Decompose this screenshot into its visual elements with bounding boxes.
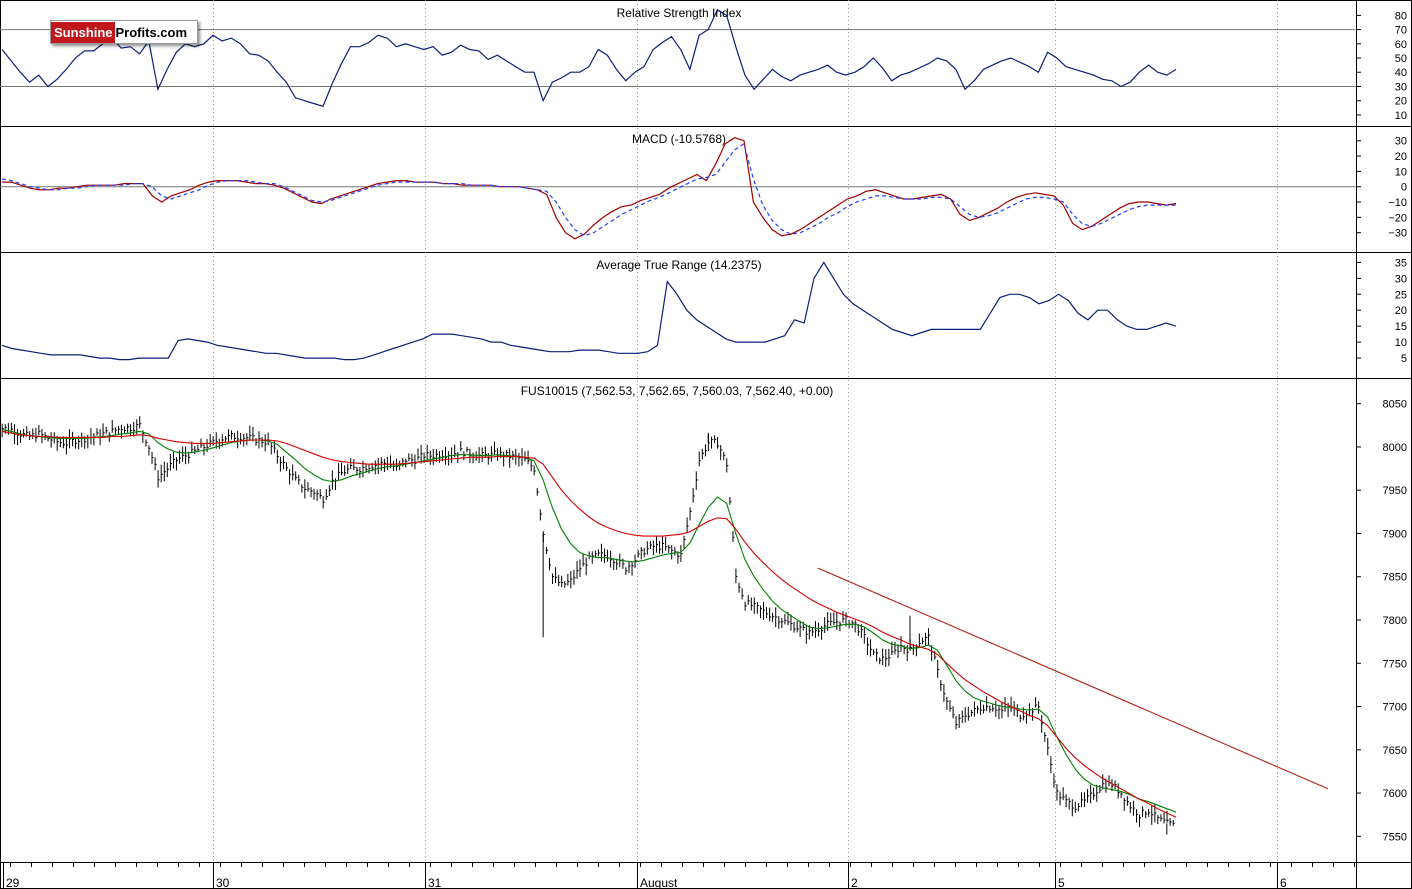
price-bars [1,416,1175,835]
sunshine-profits-logo: Sunshine Profits.com [50,20,198,44]
date-label: 6 [1280,876,1287,889]
price-y-ticks: 8050 8000 7950 7900 7850 7800 7750 7700 7650 7600… [1356,399,1407,843]
y-tick-label: 60 [1395,39,1407,51]
y-tick-label: 10 [1395,337,1407,349]
y-tick-label: −30 [1388,228,1407,240]
y-tick-label: 7600 [1383,788,1407,800]
y-tick-label: 80 [1395,10,1407,22]
macd-line [2,137,1177,240]
rsi-level-lines [0,29,1356,87]
rsi-title: Relative Strength Index [617,6,742,20]
date-label: 2 [851,876,858,889]
atr-panel: Average True Range (14.2375) 35 30 25 20 15 1… [1,257,1407,365]
y-tick-label: −10 [1388,197,1407,209]
price-title: FUS10015 (7,562.53, 7,562.65, 7,560.03, … [521,384,834,398]
date-label: August [640,876,678,889]
y-tick-label: 10 [1395,110,1407,122]
y-tick-label: 50 [1395,53,1407,65]
atr-y-ticks: 35 30 25 20 15 10 5 [1356,257,1407,365]
date-label: 29 [6,876,20,889]
rsi-y-ticks: 80 70 60 50 40 30 20 10 [1356,10,1407,122]
y-tick-label: 35 [1395,257,1407,269]
date-label: 30 [216,876,230,889]
y-tick-label: 20 [1395,305,1407,317]
macd-title: MACD (-10.5768) [632,132,726,146]
macd-y-ticks: 30 20 10 0 −10 −20 −30 [1356,136,1407,240]
long-moving-average [1,430,1177,818]
signal-line [1,142,1176,237]
y-tick-label: 20 [1395,151,1407,163]
date-label: 31 [428,876,442,889]
y-tick-label: 10 [1395,166,1407,178]
logo-part-profits: Profits.com [115,24,188,40]
y-tick-label: 7650 [1383,745,1407,757]
atr-title: Average True Range (14.2375) [596,258,761,272]
y-tick-label: 30 [1395,273,1407,285]
declining-trend-line [817,567,1329,790]
logo-part-sunshine: Sunshine [51,21,115,43]
y-tick-label: 70 [1395,25,1407,37]
y-tick-label: −20 [1388,212,1407,224]
date-axis: 29 30 31 August 2 5 6 [3,862,1355,889]
y-tick-label: 7700 [1383,702,1407,714]
y-tick-label: 8050 [1383,399,1407,411]
y-tick-label: 8000 [1383,442,1407,454]
y-tick-label: 7850 [1383,572,1407,584]
short-moving-average [1,429,1177,813]
y-tick-label: 30 [1395,81,1407,93]
y-tick-label: 40 [1395,67,1407,79]
y-tick-label: 0 [1401,182,1407,194]
atr-line [1,261,1177,361]
macd-panel: MACD (-10.5768) 30 20 10 0 −10 −20 −30 [0,132,1407,240]
day-gridlines [213,0,1278,862]
date-label: 5 [1058,876,1065,889]
y-tick-label: 7900 [1383,528,1407,540]
rsi-panel: Relative Strength Index 80 70 60 50 40 30 20 10 [0,6,1407,122]
y-tick-label: 7750 [1383,658,1407,670]
y-tick-label: 20 [1395,96,1407,108]
y-tick-label: 25 [1395,289,1407,301]
y-tick-label: 7800 [1383,615,1407,627]
rsi-line [1,8,1177,108]
y-tick-label: 15 [1395,321,1407,333]
y-tick-label: 7550 [1383,831,1407,843]
y-tick-label: 5 [1401,353,1407,365]
y-tick-label: 30 [1395,136,1407,148]
y-tick-label: 7950 [1383,485,1407,497]
price-panel: FUS10015 (7,562.53, 7,562.65, 7,560.03, … [1,384,1407,843]
